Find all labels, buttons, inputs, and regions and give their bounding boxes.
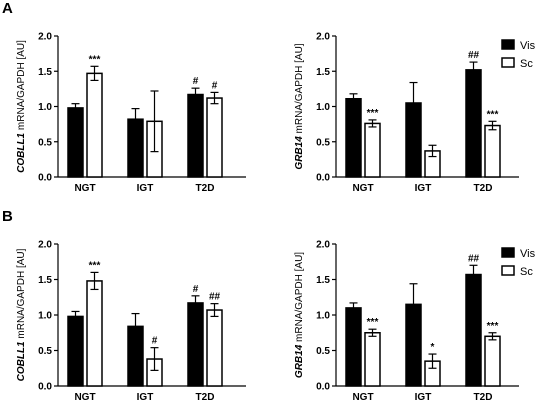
bar-vis-t2d: [465, 273, 482, 387]
y-axis-label-gene: COBLL1: [16, 341, 27, 381]
x-category-label-igt: IGT: [137, 183, 154, 194]
y-axis-label-gene: GRB14: [294, 136, 305, 170]
x-category-label-t2d: T2D: [474, 183, 493, 194]
x-category-label-ngt: NGT: [352, 392, 373, 403]
x-category-label-igt: IGT: [137, 392, 154, 403]
y-axis-label-gene: COBLL1: [16, 132, 27, 172]
y-axis-label: COBLL1 mRNA/GAPDH [AU]: [16, 248, 27, 381]
bar-sc-t2d: [206, 97, 223, 178]
y-tick-label: 0.5: [38, 137, 52, 148]
y-tick-label: 1.0: [38, 102, 52, 113]
x-category-label-t2d: T2D: [196, 392, 215, 403]
x-category-label-igt: IGT: [415, 183, 432, 194]
y-axis-label: GRB14 mRNA/GAPDH [AU]: [294, 43, 305, 169]
legend-swatch-sc: [501, 265, 515, 276]
chart-a-grb14: 0.0 0.5 1.0 1.5 2.0 GRB14 mRNA/GAPDH [AU] *** N…: [294, 32, 536, 195]
bar-vis-t2d: [187, 302, 204, 387]
y-tick-label: 1.0: [316, 102, 330, 113]
y-tick-label: 0.0: [316, 382, 330, 393]
bar-sc-t2d: [484, 124, 501, 178]
x-category-label-ngt: NGT: [74, 183, 95, 194]
y-tick-label: 2.0: [38, 240, 52, 251]
bar-sc-ngt: [364, 332, 381, 387]
bar-vis-ngt: [345, 97, 362, 178]
bar-vis-t2d: [187, 93, 204, 178]
legend-swatch-vis: [501, 39, 515, 50]
y-axis-label-unit: mRNA/GAPDH [AU]: [294, 252, 305, 345]
y-tick-label: 0.0: [38, 382, 52, 393]
y-axis-label-unit: mRNA/GAPDH [AU]: [16, 248, 27, 341]
y-tick-label: 1.5: [316, 275, 330, 286]
y-axis-label: GRB14 mRNA/GAPDH [AU]: [294, 252, 305, 378]
x-category-label-t2d: T2D: [474, 392, 493, 403]
y-tick-label: 1.5: [316, 67, 330, 78]
significance-label: #: [193, 76, 199, 87]
y-axis-label-unit: mRNA/GAPDH [AU]: [294, 43, 305, 136]
significance-label: ##: [468, 253, 480, 264]
bar-vis-ngt: [345, 307, 362, 387]
bar-vis-ngt: [67, 315, 84, 387]
chart-a-cobll1: 0.0 0.5 1.0 1.5 2.0 COBLL1 mRNA/GAPDH [AU] ***…: [16, 32, 246, 194]
y-tick-label: 1.5: [38, 275, 52, 286]
significance-label: #: [212, 80, 218, 91]
chart-b-grb14: 0.0 0.5 1.0 1.5 2.0 GRB14 mRNA/GAPDH [AU] *** N…: [294, 240, 536, 404]
y-axis-label-gene: GRB14: [294, 344, 305, 378]
legend-swatch-vis: [501, 247, 515, 258]
bar-vis-igt: [127, 325, 144, 387]
bar-vis-igt: [405, 102, 422, 178]
x-category-label-t2d: T2D: [196, 183, 215, 194]
y-tick-label: 0.0: [316, 173, 330, 184]
y-tick-label: 2.0: [316, 32, 330, 43]
x-category-label-ngt: NGT: [74, 392, 95, 403]
legend-label-sc: Sc: [520, 58, 533, 70]
bar-vis-igt: [405, 303, 422, 387]
bar-sc-t2d: [206, 309, 223, 387]
significance-label: #: [193, 284, 199, 295]
legend-swatch-sc: [501, 57, 515, 68]
panel-label-a: A: [2, 0, 13, 17]
y-tick-label: 0.5: [316, 346, 330, 357]
bar-vis-t2d: [465, 69, 482, 178]
bar-sc-t2d: [484, 335, 501, 387]
significance-label: ***: [487, 321, 499, 332]
panel-label-b: B: [2, 208, 13, 225]
y-axis-label-unit: mRNA/GAPDH [AU]: [16, 40, 27, 133]
x-category-label-ngt: NGT: [352, 183, 373, 194]
y-tick-label: 1.0: [38, 311, 52, 322]
bar-sc-ngt: [364, 122, 381, 178]
significance-label: ##: [468, 50, 480, 61]
y-tick-label: 0.5: [316, 137, 330, 148]
significance-label: ***: [367, 317, 379, 328]
significance-label: #: [152, 336, 158, 347]
bar-vis-ngt: [67, 107, 84, 178]
significance-label: ***: [89, 260, 101, 271]
y-tick-label: 1.5: [38, 67, 52, 78]
legend-label-sc: Sc: [520, 266, 533, 278]
bar-sc-ngt: [86, 280, 103, 387]
y-tick-label: 0.5: [38, 346, 52, 357]
y-tick-label: 2.0: [316, 240, 330, 251]
y-tick-label: 1.0: [316, 311, 330, 322]
bar-sc-ngt: [86, 72, 103, 178]
x-category-label-igt: IGT: [415, 392, 432, 403]
legend-label-vis: Vis: [520, 248, 536, 260]
significance-label: ***: [89, 54, 101, 65]
chart-b-cobll1: 0.0 0.5 1.0 1.5 2.0 COBLL1 mRNA/GAPDH [AU] ***…: [16, 240, 246, 403]
bar-vis-igt: [127, 118, 144, 178]
y-tick-label: 2.0: [38, 32, 52, 43]
y-axis-label: COBLL1 mRNA/GAPDH [AU]: [16, 40, 27, 173]
significance-label: ***: [367, 108, 379, 119]
significance-label: *: [431, 342, 435, 353]
y-tick-label: 0.0: [38, 173, 52, 184]
legend-label-vis: Vis: [520, 40, 536, 52]
significance-label: ***: [487, 109, 499, 120]
significance-label: ##: [209, 292, 221, 303]
